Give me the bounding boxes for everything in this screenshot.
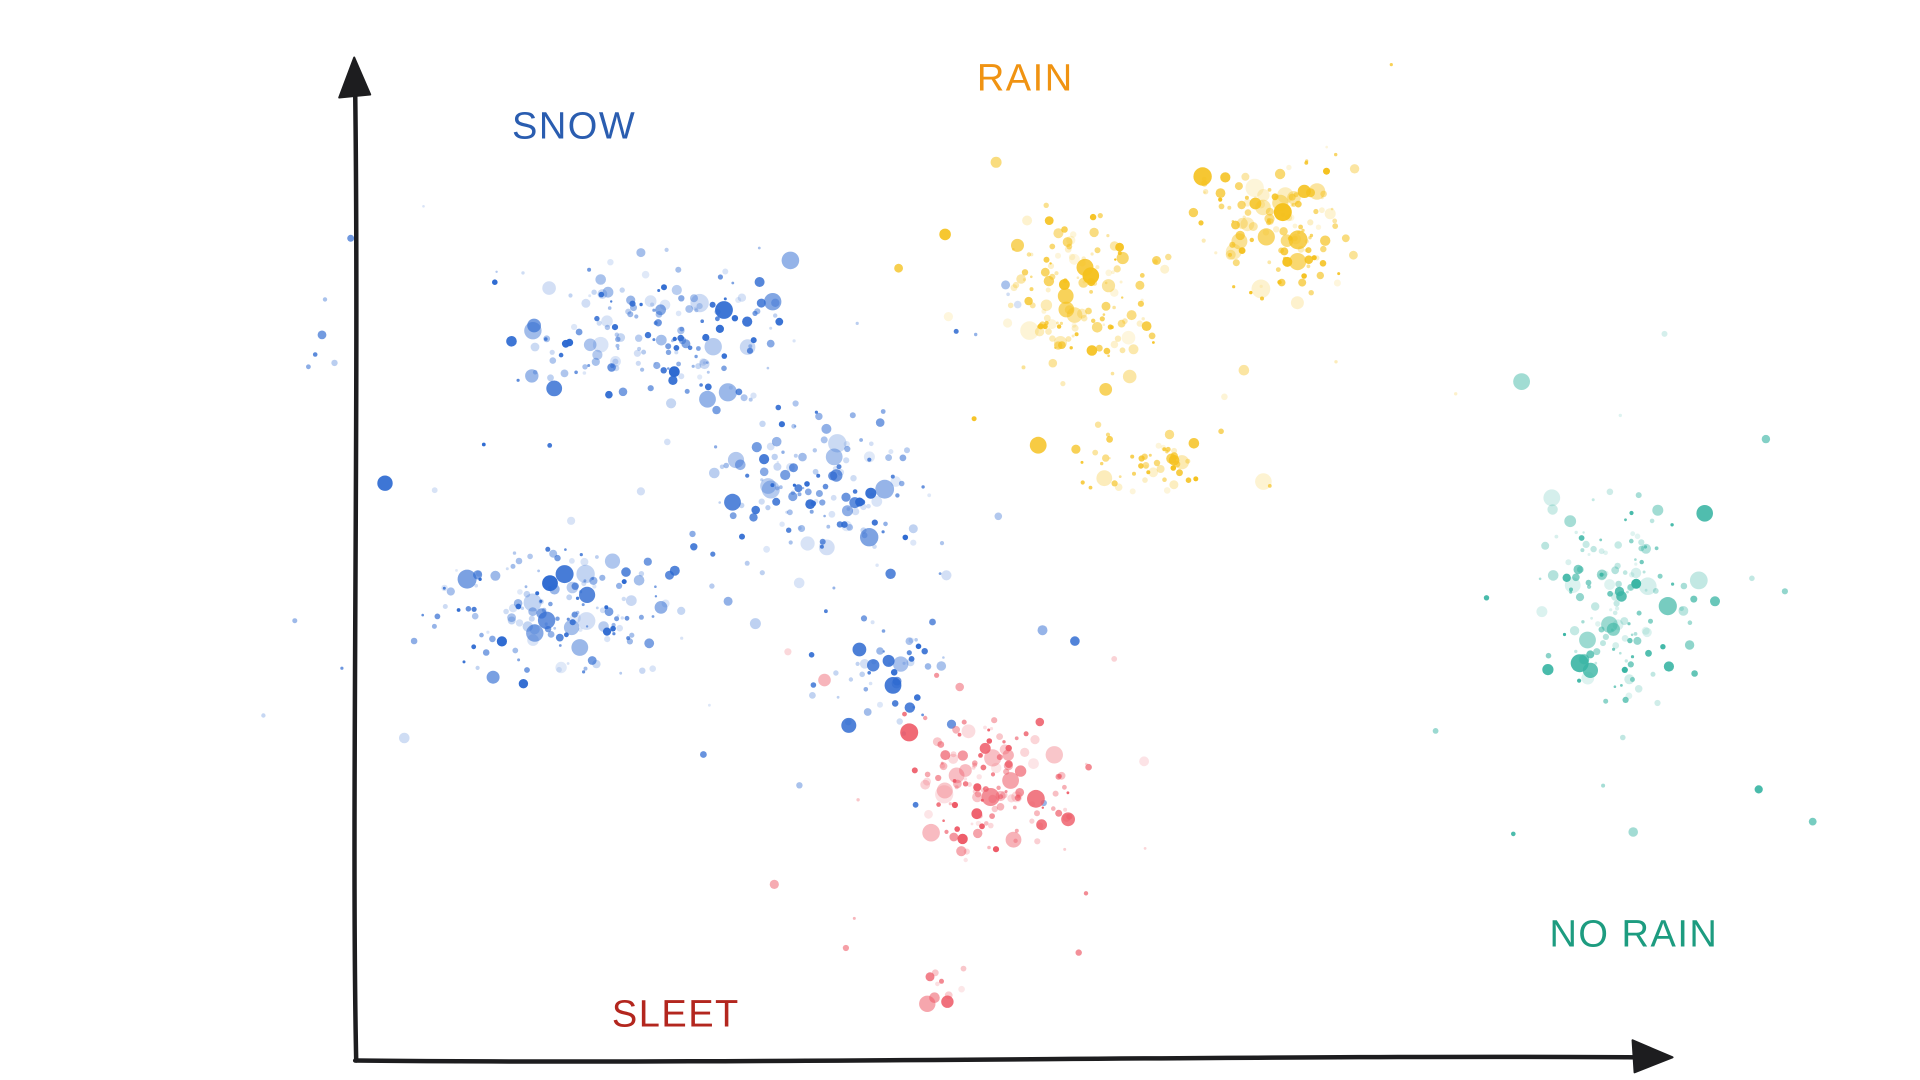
axes <box>338 56 1674 1074</box>
x-axis-arrowhead <box>1631 1039 1674 1074</box>
y-axis-arrowhead <box>338 56 372 99</box>
cluster-label-no-rain: NO RAIN <box>1549 913 1719 956</box>
cluster-points-sleet <box>769 648 1149 1012</box>
cluster-points-rain <box>894 63 1458 495</box>
cluster-label-sleet: SLEET <box>611 993 740 1036</box>
cluster-points-snow <box>261 205 1080 808</box>
y-axis <box>352 89 359 1063</box>
cluster-label-snow: SNOW <box>511 105 637 148</box>
cluster-points-no_rain <box>1432 330 1817 837</box>
cluster-label-rain: RAIN <box>976 57 1074 100</box>
x-axis <box>352 1054 1643 1064</box>
